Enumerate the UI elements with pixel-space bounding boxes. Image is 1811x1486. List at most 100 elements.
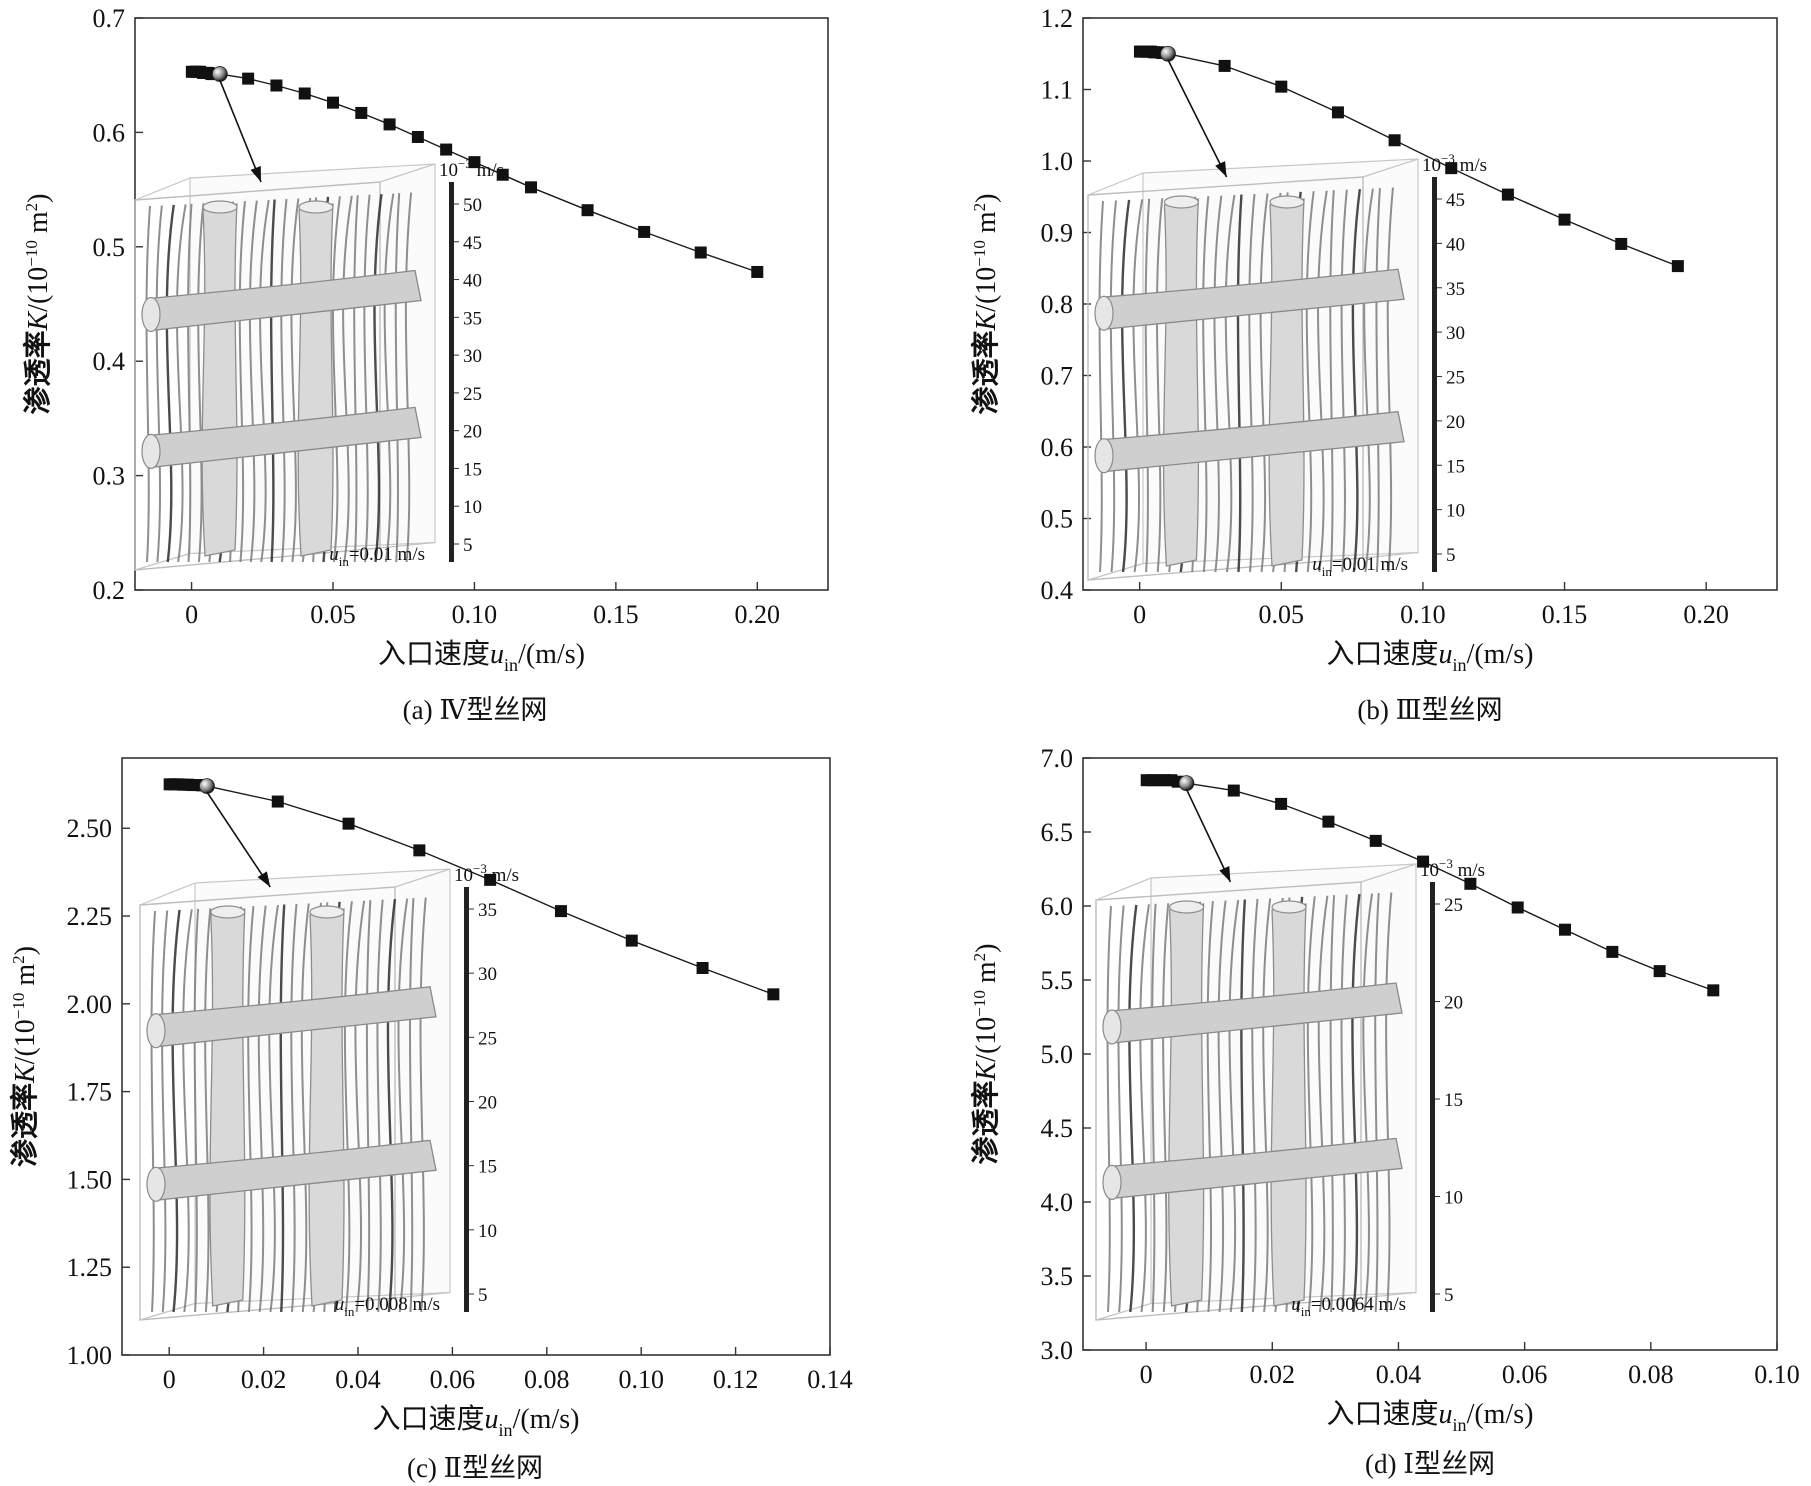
x-tick-label: 0.05 — [1259, 600, 1305, 629]
streamline — [386, 899, 397, 1313]
x-tick-label: 0.02 — [241, 1365, 287, 1394]
inset-edge — [1360, 863, 1417, 883]
colorbar-tick-label: 30 — [1446, 323, 1465, 344]
x-tick-label: 0 — [163, 1365, 176, 1394]
streamline — [363, 194, 371, 563]
x-tick-label: 0.15 — [593, 600, 639, 629]
streamline — [197, 203, 205, 563]
inset-edge — [394, 868, 451, 888]
wire-end-cap — [146, 1013, 166, 1049]
colorbar-tick-label: 25 — [1444, 895, 1463, 916]
y-tick-label: 0.7 — [1041, 362, 1074, 391]
colorbar-tick-label: 25 — [463, 384, 482, 405]
colorbar-tick-label: 15 — [478, 1157, 497, 1178]
colorbar — [1430, 882, 1435, 1312]
x-tick-label: 0.20 — [1683, 600, 1729, 629]
wire-end-cap — [202, 200, 238, 214]
callout-arrow — [1167, 59, 1228, 178]
streamline — [419, 897, 427, 1313]
data-point — [355, 106, 368, 119]
data-point — [440, 143, 453, 156]
streamline — [1240, 899, 1247, 1313]
inset-3d-view-b: 10−3 m/s 45 40 35 30 25 20 15 10 5 uin=0.01 m/s — [1087, 59, 1487, 581]
y-tick-label: 0.6 — [1041, 433, 1074, 462]
data-point — [554, 905, 567, 918]
streamline — [1098, 200, 1104, 573]
x-tick-label: 0 — [185, 600, 198, 629]
streamline — [1117, 905, 1125, 1313]
inlet-velocity-label: uin=0.008 m/s — [335, 1294, 440, 1319]
y-tick-label: 6.0 — [1041, 892, 1074, 921]
streamline — [290, 903, 298, 1313]
data-point — [1331, 106, 1344, 119]
streamline — [1144, 198, 1151, 573]
colorbar-tick-label: 5 — [478, 1285, 488, 1306]
streamline — [248, 200, 258, 563]
y-tick-label: 1.25 — [67, 1253, 113, 1282]
colorbar-tick-label: 50 — [463, 195, 482, 216]
streamline — [343, 901, 353, 1313]
colorbar-unit: 10−3 m/s — [1420, 856, 1485, 881]
streamline — [171, 909, 181, 1313]
data-point — [696, 962, 709, 975]
horizontal-wire-2 — [148, 406, 422, 469]
colorbar-tick-label: 10 — [463, 497, 482, 518]
streamline — [257, 905, 267, 1313]
streamline — [1375, 188, 1381, 573]
callout-arrowhead — [1219, 866, 1231, 882]
wire-end-cap — [1094, 438, 1114, 474]
chart-c: 0 0.02 0.04 0.06 0.08 0.10 0.12 0.14 1.00 1.25 1.5… — [8, 757, 853, 1440]
data-point — [496, 168, 509, 181]
y-axis-label: 渗透率K/(10−10 m2) — [8, 946, 41, 1167]
callout-arrow — [1185, 788, 1232, 883]
wire-end-cap — [141, 296, 161, 333]
horizontal-wire-1 — [148, 269, 422, 332]
y-tick-label: 3.0 — [1041, 1336, 1074, 1365]
streamline — [175, 204, 187, 563]
y-tick-label: 0.6 — [93, 118, 126, 147]
data-point — [484, 873, 497, 886]
data-point — [1227, 784, 1240, 797]
streamline — [1351, 189, 1362, 573]
streamline — [1317, 895, 1329, 1313]
streamline — [394, 193, 401, 563]
streamline — [1213, 195, 1223, 573]
x-tick-label: 0.14 — [807, 1365, 853, 1394]
streamline — [1386, 187, 1394, 573]
data-point — [1511, 901, 1524, 914]
y-tick-label: 1.00 — [67, 1341, 113, 1370]
streamline — [1139, 904, 1150, 1313]
streamline — [204, 908, 212, 1313]
streamline — [1151, 903, 1157, 1313]
colorbar-tick-label: 10 — [1444, 1188, 1463, 1209]
callout-arrowhead — [1215, 161, 1227, 177]
x-tick-label: 0.04 — [1376, 1360, 1422, 1389]
y-tick-label: 5.5 — [1041, 966, 1074, 995]
inset-edge — [379, 163, 436, 183]
data-point — [1218, 59, 1231, 72]
colorbar-tick-label: 40 — [463, 271, 482, 292]
inset-edge — [1087, 562, 1144, 581]
data-point — [1417, 855, 1430, 868]
data-point — [581, 204, 594, 217]
colorbar-tick-label: 15 — [1446, 456, 1465, 477]
streamline — [193, 908, 200, 1313]
streamline — [342, 195, 353, 563]
chart-b: 0 0.05 0.10 0.15 0.20 0.4 0.5 0.6 0.7 0.8 0.9 1.0 1.… — [969, 4, 1778, 675]
data-point — [1388, 134, 1401, 147]
streamline — [1202, 196, 1210, 573]
data-point — [1369, 834, 1382, 847]
inset-edge — [134, 552, 191, 571]
inlet-velocity-label: uin=0.0064 m/s — [1291, 1294, 1406, 1319]
colorbar-tick-label: 15 — [1444, 1090, 1463, 1111]
data-point — [298, 87, 311, 100]
streamline — [1106, 905, 1112, 1313]
wire-end-cap — [146, 1166, 166, 1202]
vertical-wire-1 — [1162, 198, 1200, 567]
colorbar-tick-label: 35 — [478, 900, 497, 921]
caption-d: (d) Ⅰ型丝网 — [1365, 1449, 1495, 1479]
data-point — [1322, 815, 1335, 828]
streamline — [1162, 903, 1170, 1313]
x-axis-label: 入口速度uin/(m/s) — [378, 637, 585, 675]
